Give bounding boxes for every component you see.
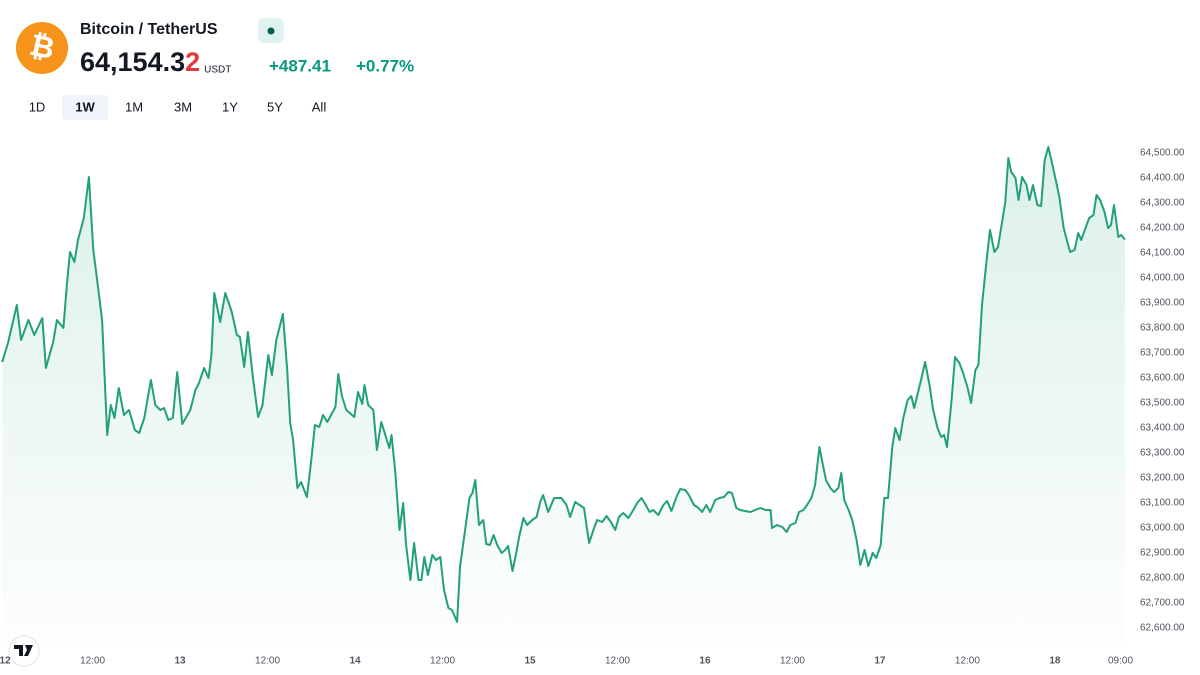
- price-last-digit: 2: [185, 47, 200, 77]
- timeframe-bar: 1D 1W 1M 3M 1Y 5Y All: [29, 95, 327, 120]
- y-tick-label: 64,000.00: [1140, 273, 1185, 284]
- x-tick-label: 12: [0, 656, 11, 667]
- price-line: [1, 146, 1126, 623]
- y-tick-label: 63,600.00: [1140, 373, 1185, 384]
- tradingview-logo: [8, 635, 40, 667]
- timeframe-button[interactable]: 1Y: [222, 99, 238, 114]
- y-tick-label: 62,800.00: [1140, 573, 1185, 584]
- y-tick-label: 63,200.00: [1140, 473, 1185, 484]
- y-tick-label: 63,500.00: [1140, 398, 1185, 409]
- timeframe-label: All: [312, 99, 327, 114]
- y-tick-label: 62,900.00: [1140, 548, 1185, 559]
- timeframe-button[interactable]: 1M: [125, 99, 143, 114]
- x-tick-label: 12:00: [955, 656, 980, 667]
- y-tick-label: 63,400.00: [1140, 423, 1185, 434]
- x-tick-label: 12:00: [80, 656, 105, 667]
- price-change: +487.41: [269, 56, 331, 75]
- y-tick-label: 64,300.00: [1140, 198, 1185, 209]
- timeframe-label: 1D: [29, 99, 46, 114]
- coin-logo: [16, 22, 68, 74]
- y-tick-label: 62,700.00: [1140, 598, 1185, 609]
- y-tick-label: 63,000.00: [1140, 523, 1185, 534]
- price-change-percent: +0.77%: [356, 56, 414, 75]
- timeframe-button[interactable]: All: [312, 99, 327, 114]
- x-tick-label: 14: [349, 656, 361, 667]
- logo-mark: [14, 645, 33, 656]
- timeframe-button[interactable]: 1W: [62, 95, 108, 120]
- timeframe-button[interactable]: 5Y: [267, 99, 283, 114]
- timeframe-label: 1M: [125, 99, 143, 114]
- y-tick-label: 62,600.00: [1140, 623, 1185, 634]
- timeframe-button[interactable]: 1D: [29, 99, 46, 114]
- y-tick-label: 64,100.00: [1140, 248, 1185, 259]
- timeframe-label: 3M: [174, 99, 192, 114]
- y-tick-label: 64,500.00: [1140, 148, 1185, 159]
- timeframe-active-bg: [62, 95, 108, 120]
- y-tick-label: 63,900.00: [1140, 298, 1185, 309]
- live-dot: [267, 27, 275, 35]
- price-area: [2, 147, 1125, 645]
- y-tick-label: 64,200.00: [1140, 223, 1185, 234]
- x-tick-label: 18: [1049, 656, 1061, 667]
- x-tick-label: 16: [699, 656, 711, 667]
- timeframe-label: 1Y: [222, 99, 238, 114]
- y-tick-label: 63,700.00: [1140, 348, 1185, 359]
- x-tick-label: 09:00: [1108, 656, 1133, 667]
- y-tick-label: 64,400.00: [1140, 173, 1185, 184]
- timeframe-button[interactable]: 3M: [174, 99, 192, 114]
- timeframe-label: 5Y: [267, 99, 283, 114]
- x-tick-label: 13: [175, 656, 187, 667]
- x-tick-label: 12:00: [255, 656, 280, 667]
- y-tick-label: 63,100.00: [1140, 498, 1185, 509]
- pair-title: Bitcoin / TetherUS: [80, 21, 218, 38]
- x-tick-label: 17: [874, 656, 886, 667]
- y-tick-label: 63,300.00: [1140, 448, 1185, 459]
- x-tick-label: 12:00: [605, 656, 630, 667]
- timeframe-label: 1W: [75, 99, 95, 114]
- x-tick-label: 15: [524, 656, 536, 667]
- price-main: 64,154.3: [80, 47, 185, 77]
- x-tick-label: 12:00: [780, 656, 805, 667]
- y-tick-label: 63,800.00: [1140, 323, 1185, 334]
- plot: 62,600.00 62,700.00 62,800.00 62,900.00 63,0…: [0, 146, 1185, 667]
- x-tick-label: 12:00: [430, 656, 455, 667]
- logo-badge: [8, 635, 40, 667]
- price: 64,154.32: [80, 47, 200, 77]
- currency: USDT: [204, 65, 231, 76]
